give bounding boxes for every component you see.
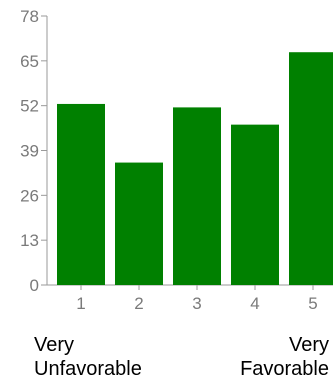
y-tick-label: 52 [20, 97, 39, 116]
x-tick-label: 1 [76, 294, 85, 313]
bar-1 [57, 103, 105, 285]
y-tick-label: 13 [20, 231, 39, 250]
scale-right-label: Very Favorable [193, 333, 329, 381]
chart-svg: 0 13 26 39 52 65 78 1 2 3 4 5 [20, 7, 333, 313]
y-tick-label: 78 [20, 7, 39, 26]
bar-3 [173, 107, 221, 286]
x-tick-label: 4 [250, 294, 259, 313]
bar-2 [115, 162, 163, 285]
bar-5 [289, 52, 333, 285]
y-tick-label: 39 [20, 142, 39, 161]
y-tick-label: 65 [20, 52, 39, 71]
scale-left-label-line1: Very [34, 334, 75, 356]
y-tick-label: 0 [30, 276, 39, 295]
y-tick-label: 26 [20, 186, 39, 205]
scale-right-label-line2: Favorable [240, 358, 329, 380]
bar-4 [231, 124, 279, 285]
scale-right-label-line1: Very [288, 334, 329, 356]
bar-chart: 0 13 26 39 52 65 78 1 2 3 4 5 [20, 7, 333, 313]
scale-left-label-line2: Unfavorable [34, 358, 142, 380]
scale-left-label: Very Unfavorable [34, 333, 174, 381]
x-tick-label: 2 [134, 294, 143, 313]
x-tick-label: 5 [308, 294, 317, 313]
x-tick-label: 3 [192, 294, 201, 313]
